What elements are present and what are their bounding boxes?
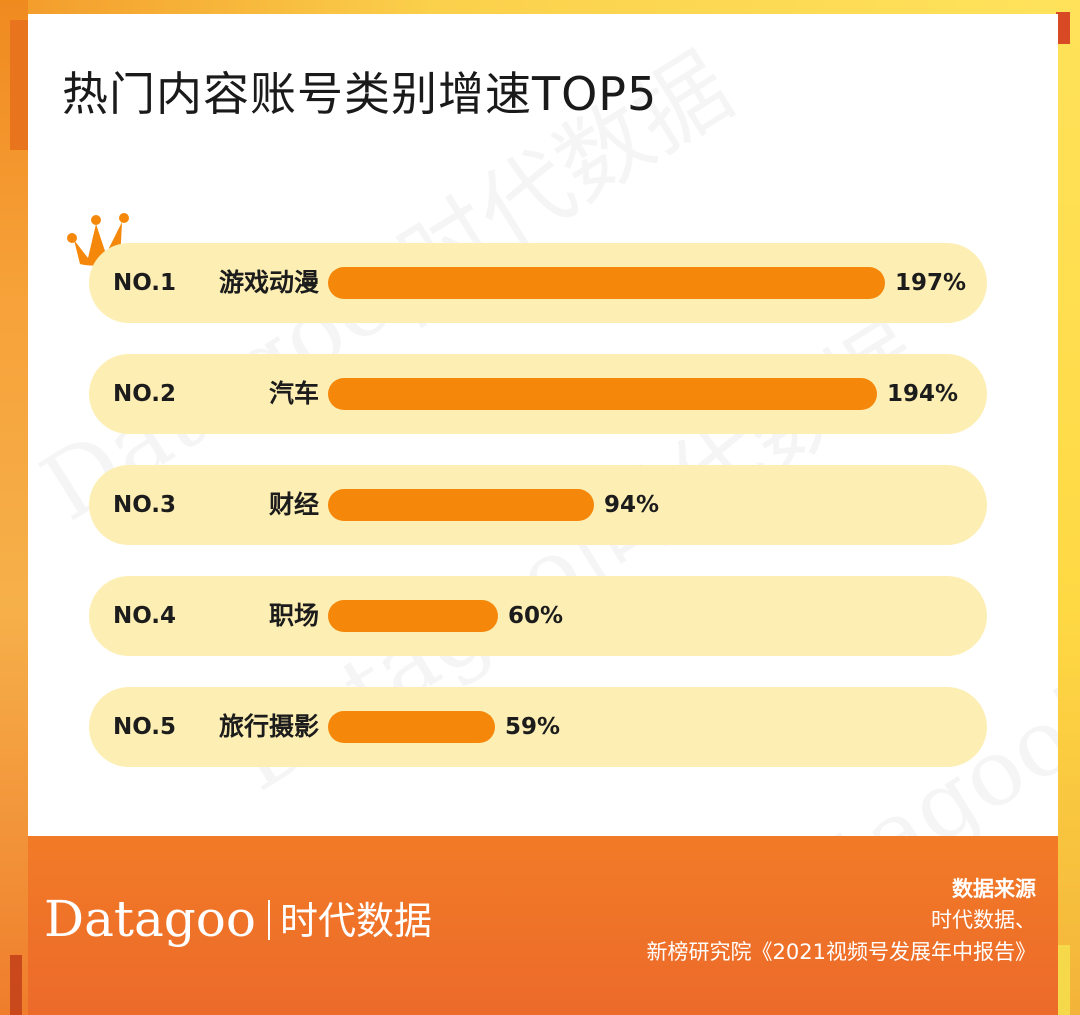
bar-row: NO.4 职场 60% (89, 576, 987, 656)
frame-top (0, 0, 1080, 14)
value-label: 194% (887, 381, 959, 407)
rank-label: NO.5 (113, 714, 177, 740)
logo-chinese: 时代数据 (280, 899, 433, 943)
frame-accent (10, 20, 28, 150)
value-label: 60% (508, 603, 564, 629)
rank-label: NO.3 (113, 492, 177, 518)
logo-divider (268, 900, 271, 940)
source-line: 新榜研究院《2021视频号发展年中报告》 (646, 940, 1036, 964)
logo-wordmark: Datagoo (44, 890, 257, 948)
brand-logo: Datagoo 时代数据 (44, 890, 432, 948)
category-label: 旅行摄影 (218, 712, 319, 741)
frame-accent (10, 955, 22, 1015)
category-label: 游戏动漫 (218, 268, 319, 297)
bar-row: NO.3 财经 94% (89, 465, 987, 545)
bar-row: NO.1 游戏动漫 197% (89, 243, 987, 323)
category-label: 职场 (268, 601, 319, 630)
source-title: 数据来源 (952, 877, 1036, 901)
bar (328, 711, 495, 743)
value-label: 59% (505, 714, 561, 740)
value-label: 197% (895, 270, 967, 296)
bar (328, 600, 498, 632)
chart-panel: Datagoo|时代数据 Datagoo|时代数据 Datagoo|时代数据 热… (28, 14, 1058, 836)
bar (328, 489, 594, 521)
frame-accent (1058, 945, 1070, 1015)
category-label: 汽车 (268, 379, 319, 408)
rank-label: NO.1 (113, 270, 177, 296)
category-label: 财经 (268, 490, 319, 519)
frame-accent (1056, 12, 1070, 44)
frame-right (1058, 0, 1080, 1015)
bar (328, 267, 885, 299)
footer: Datagoo 时代数据 数据来源 时代数据、 新榜研究院《2021视频号发展年中… (28, 836, 1058, 1015)
data-source: 数据来源 时代数据、 新榜研究院《2021视频号发展年中报告》 (647, 874, 1036, 968)
chart-title: 热门内容账号类别增速TOP5 (62, 67, 658, 121)
rank-label: NO.2 (113, 381, 177, 407)
value-label: 94% (604, 492, 660, 518)
rank-label: NO.4 (113, 603, 177, 629)
bar-row: NO.5 旅行摄影 59% (89, 687, 987, 767)
frame-left (0, 0, 28, 1015)
bar (328, 378, 877, 410)
bar-row: NO.2 汽车 194% (89, 354, 987, 434)
source-line: 时代数据、 (931, 908, 1036, 932)
